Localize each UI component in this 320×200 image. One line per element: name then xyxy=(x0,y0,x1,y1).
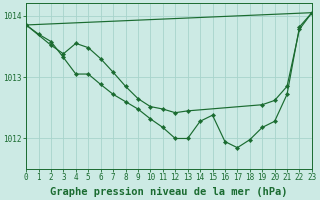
X-axis label: Graphe pression niveau de la mer (hPa): Graphe pression niveau de la mer (hPa) xyxy=(50,186,288,197)
